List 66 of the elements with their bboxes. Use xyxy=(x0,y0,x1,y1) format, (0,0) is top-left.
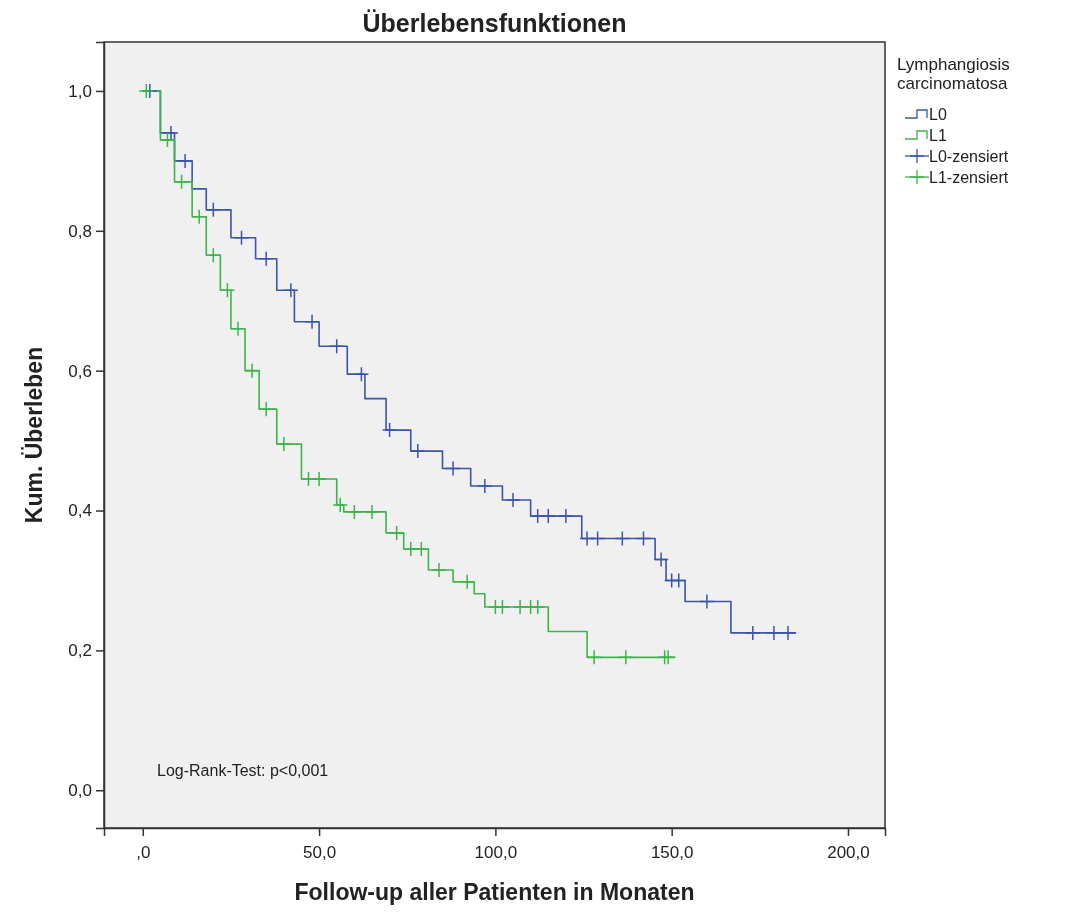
point xyxy=(304,313,320,330)
point xyxy=(159,132,176,148)
point xyxy=(614,530,631,547)
point xyxy=(558,508,574,524)
point xyxy=(635,530,652,547)
legend-label: L1-zensiert xyxy=(929,169,1009,186)
point xyxy=(745,625,761,641)
point xyxy=(670,572,687,589)
y-tick-label: 0,0 xyxy=(68,781,92,801)
point xyxy=(413,541,430,557)
point xyxy=(219,282,236,298)
x-tick-label: ,0 xyxy=(136,843,151,863)
point xyxy=(780,625,796,641)
point xyxy=(173,174,190,190)
point xyxy=(258,401,274,417)
point xyxy=(230,320,246,337)
x-tick-label: 50,0 xyxy=(303,843,337,863)
x-tick-label: 200,0 xyxy=(827,843,870,863)
x-tick-label: 100,0 xyxy=(474,843,518,863)
point xyxy=(766,625,782,641)
point xyxy=(311,471,327,487)
y-tick-label: 0,4 xyxy=(68,501,92,521)
point xyxy=(276,436,292,452)
point xyxy=(410,443,426,459)
point xyxy=(586,649,602,666)
y-tick-label: 0,6 xyxy=(68,361,92,381)
x-tick-label: 150,0 xyxy=(650,843,694,863)
legend-label: L1 xyxy=(929,127,947,144)
point xyxy=(258,251,274,267)
y-tick-label: 1,0 xyxy=(68,81,92,101)
point xyxy=(618,649,634,666)
y-tick-label: 0,8 xyxy=(68,221,92,241)
point xyxy=(244,362,260,379)
point xyxy=(191,209,207,225)
y-axis-title: Kum. Überleben xyxy=(21,346,47,524)
point xyxy=(364,504,380,520)
point xyxy=(233,230,250,246)
point xyxy=(431,562,447,578)
point xyxy=(540,508,557,524)
legend-label: L0-zensiert xyxy=(929,148,1009,165)
y-tick-label: 0,2 xyxy=(68,641,92,661)
point xyxy=(283,282,299,298)
point xyxy=(332,497,348,513)
point xyxy=(589,530,606,547)
x-axis-title: Follow-up aller Patienten in Monaten xyxy=(294,879,695,905)
point xyxy=(477,478,493,494)
point xyxy=(205,202,222,218)
point xyxy=(505,492,521,508)
point xyxy=(653,551,669,568)
chart-title: Überlebensfunktionen xyxy=(362,9,627,37)
legend-label: L0 xyxy=(929,106,947,123)
point xyxy=(459,574,475,590)
point xyxy=(494,599,511,615)
point xyxy=(660,649,676,666)
point xyxy=(381,422,398,438)
point xyxy=(353,366,370,382)
point xyxy=(388,525,405,541)
point xyxy=(177,153,193,169)
point xyxy=(163,125,179,141)
point xyxy=(445,460,461,477)
point xyxy=(699,593,715,610)
point xyxy=(346,504,363,520)
point xyxy=(205,247,222,264)
point xyxy=(328,338,345,354)
annotation: Log-Rank-Test: p<0,001 xyxy=(157,762,329,779)
legend-title: Lymphangiosis carcinomatosa xyxy=(897,55,1010,93)
